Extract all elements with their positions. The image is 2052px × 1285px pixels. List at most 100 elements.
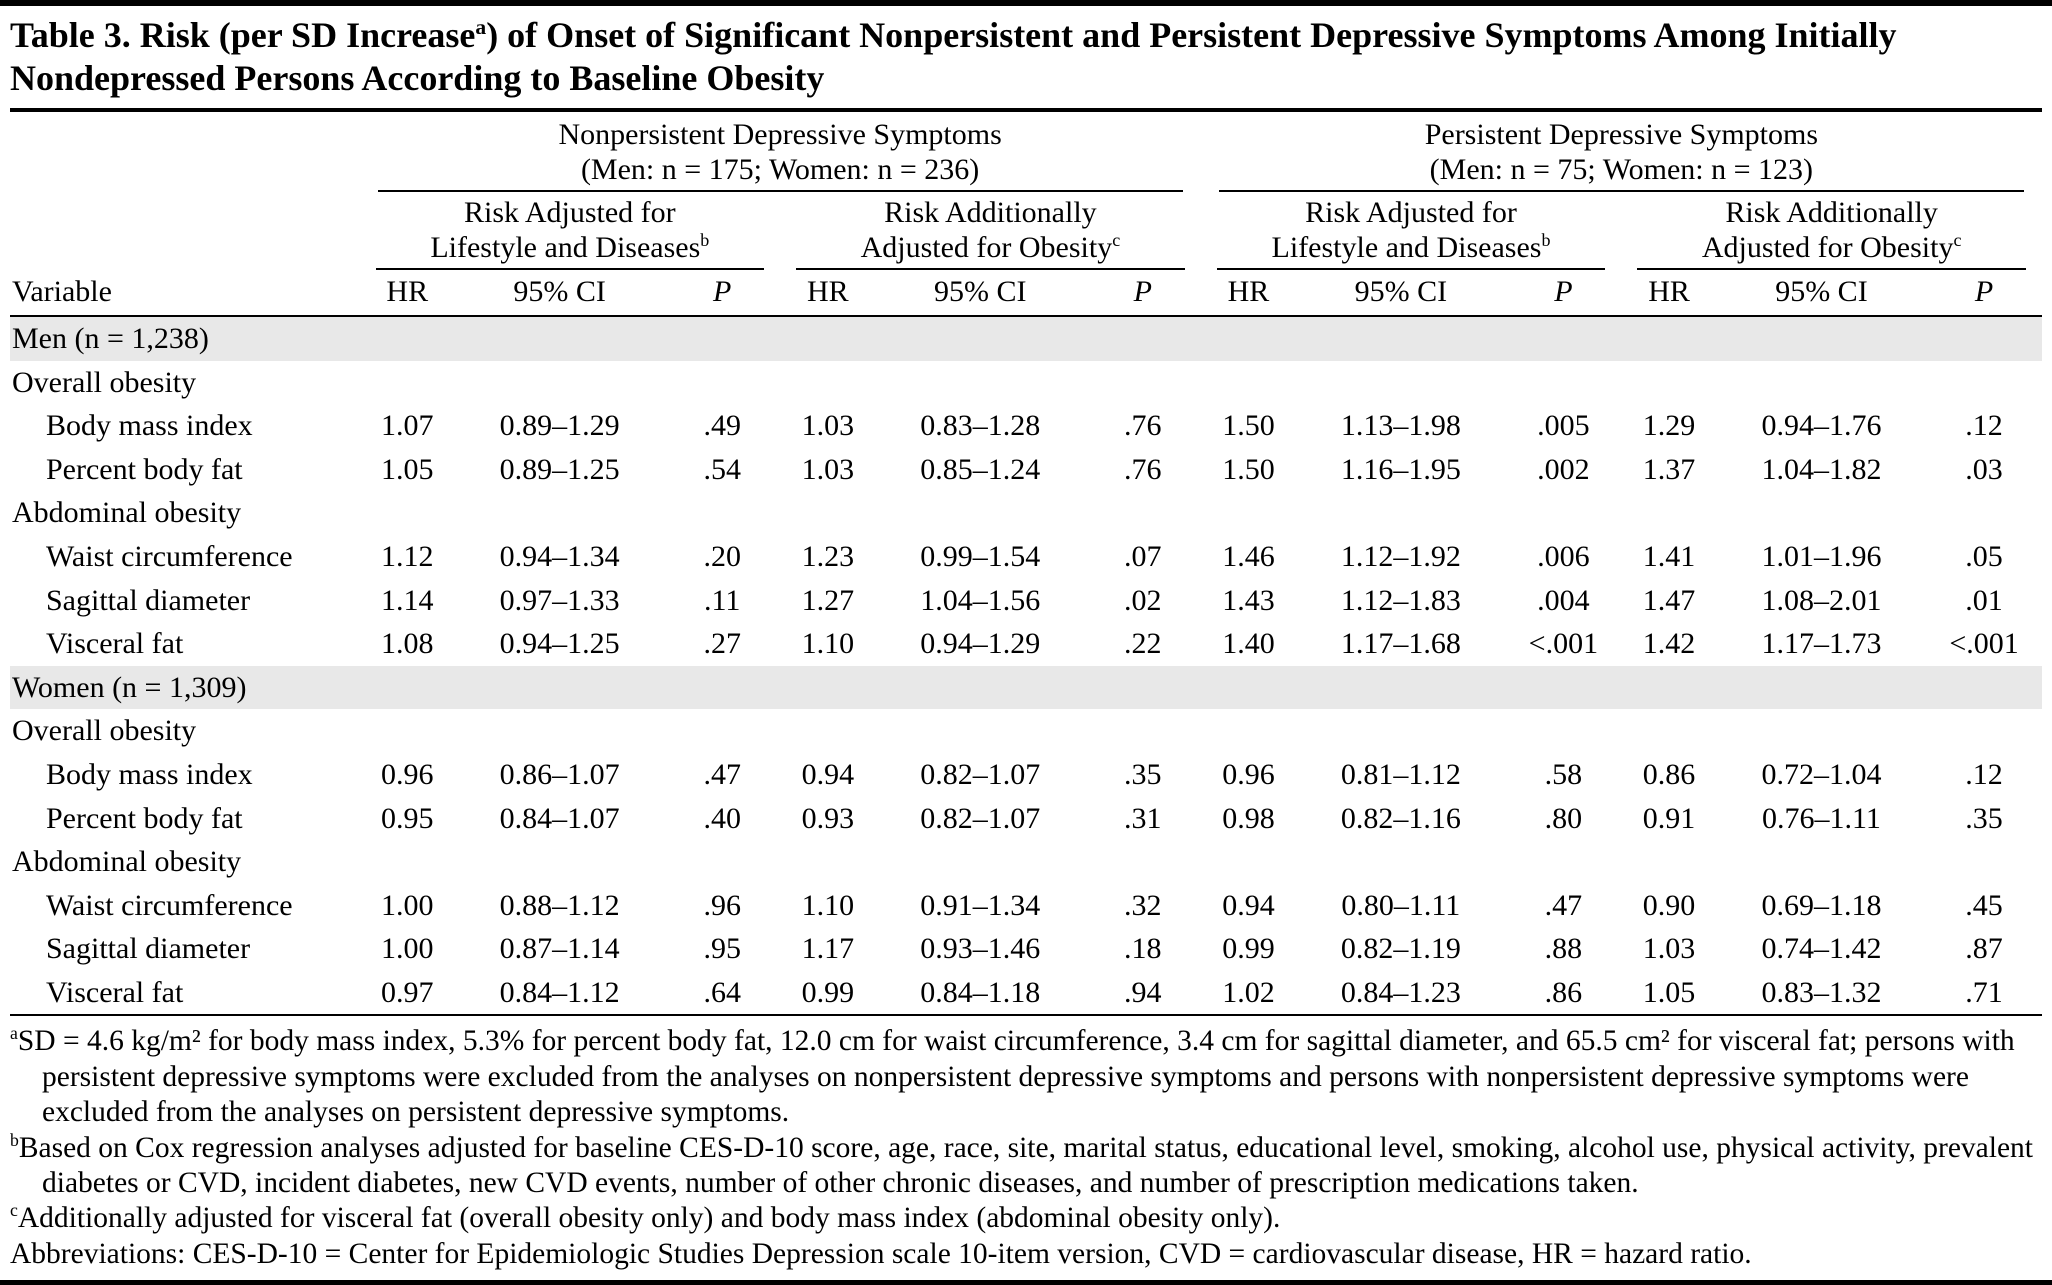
value-cell: .35 [1965, 801, 2003, 835]
value-cell: 0.81–1.12 [1340, 757, 1461, 791]
value-cell: 1.10 [801, 888, 855, 922]
value-cell: 0.76–1.11 [1761, 801, 1881, 835]
value-cell: 1.07 [381, 409, 434, 443]
row-label: Body mass index [46, 757, 253, 791]
row-label: Waist circumference [46, 888, 293, 922]
value-cell: .95 [703, 932, 741, 966]
value-cell: .88 [1544, 932, 1583, 966]
subgroup-line1: Risk Adjusted for [463, 196, 676, 230]
column-header-row: Variable HR 95% CI P HR 95% CI P HR 95% … [10, 272, 2042, 317]
variable-header: Variable [10, 272, 360, 317]
value-cell: 0.95 [381, 801, 434, 835]
value-cell: <.001 [1528, 627, 1599, 661]
value-cell: 1.10 [801, 627, 855, 661]
value-cell: 0.97 [381, 975, 434, 1009]
value-cell: .12 [1965, 757, 2003, 791]
section-label: Women (n = 1,309) [10, 665, 2042, 710]
value-cell: .96 [703, 888, 741, 922]
group-title: Nonpersistent Depressive Symptoms [558, 118, 1002, 152]
data-row: Waist circumference 1.12 0.94–1.34 .20 1.23 0… [10, 535, 2042, 579]
value-cell: 0.88–1.12 [499, 888, 620, 922]
group-header-row: Nonpersistent Depressive Symptoms (Men: … [10, 114, 2042, 194]
value-cell: 0.94 [801, 757, 855, 791]
value-cell: 0.72–1.04 [1761, 757, 1882, 791]
value-cell: 0.94–1.76 [1761, 409, 1882, 443]
value-cell: .49 [703, 409, 741, 443]
value-cell: 0.83–1.28 [920, 409, 1041, 443]
value-cell: .54 [703, 452, 741, 486]
footnote-marker: b [10, 1129, 19, 1150]
value-cell: 1.00 [381, 888, 434, 922]
section-row: Men (n = 1,238) [10, 315, 2042, 361]
value-cell: 0.85–1.24 [920, 452, 1041, 486]
footnote-a: aSD = 4.6 kg/m² for body mass index, 5.3… [10, 1024, 2042, 1130]
p-header: P [1505, 272, 1622, 317]
data-row: Body mass index 1.07 0.89–1.29 .49 1.03 0.83–… [10, 404, 2042, 448]
value-cell: .20 [703, 539, 741, 573]
value-cell: 0.82–1.07 [920, 801, 1041, 835]
value-cell: .11 [704, 583, 741, 617]
data-row: Sagittal diameter 1.00 0.87–1.14 .95 1.17 0.9… [10, 927, 2042, 971]
row-label: Waist circumference [46, 539, 293, 573]
value-cell: 1.42 [1642, 627, 1696, 661]
footnote-marker: a [10, 1023, 18, 1044]
value-cell: 0.94–1.34 [499, 539, 620, 573]
subgroup-line1: Risk Additionally [884, 196, 1097, 230]
value-cell: 0.96 [381, 757, 434, 791]
value-cell: 0.90 [1642, 888, 1696, 922]
value-cell: 1.05 [1642, 975, 1696, 1009]
section-row: Women (n = 1,309) [10, 665, 2042, 710]
value-cell: 0.87–1.14 [499, 932, 620, 966]
value-cell: 1.03 [801, 452, 855, 486]
value-cell: .76 [1124, 409, 1162, 443]
hr-header: HR [359, 272, 456, 317]
subgroup-line1: Risk Adjusted for [1305, 196, 1517, 230]
value-cell: 0.84–1.23 [1340, 975, 1461, 1009]
subgroup-additionally-adjusted-2: Risk Additionally Adjusted for Obesityc [1621, 194, 2042, 272]
value-cell: 1.08–2.01 [1761, 583, 1882, 617]
value-cell: .03 [1965, 452, 2003, 486]
variable-column-spacer [10, 194, 360, 272]
value-cell: 1.27 [801, 583, 855, 617]
footnote-text: Based on Cox regression analyses adjuste… [18, 1131, 2033, 1200]
value-cell: 0.82–1.07 [920, 757, 1041, 791]
value-cell: 1.00 [381, 932, 434, 966]
group-header-persistent: Persistent Depressive Symptoms (Men: n =… [1201, 114, 2042, 194]
value-cell: 1.03 [1642, 932, 1696, 966]
subgroup-line2: Lifestyle and Diseasesb [1271, 229, 1551, 264]
value-cell: 0.86–1.07 [499, 757, 620, 791]
value-cell: .32 [1124, 888, 1162, 922]
subgroup-line2: Adjusted for Obesityc [860, 229, 1121, 264]
value-cell: 0.86 [1642, 757, 1696, 791]
value-cell: 0.84–1.07 [499, 801, 620, 835]
subheader-label: Abdominal obesity [12, 845, 242, 879]
group-header-nonpersistent: Nonpersistent Depressive Symptoms (Men: … [360, 114, 1201, 194]
value-cell: 0.84–1.12 [499, 975, 620, 1009]
value-cell: .47 [703, 757, 741, 791]
ci-header: 95% CI [1296, 272, 1506, 317]
value-cell: .002 [1537, 452, 1590, 486]
subheader-row: Overall obesity [10, 709, 2042, 753]
row-label: Sagittal diameter [46, 583, 251, 617]
value-cell: 1.01–1.96 [1761, 539, 1882, 573]
value-cell: .86 [1544, 975, 1583, 1009]
value-cell: 1.05 [381, 452, 434, 486]
value-cell: 0.89–1.29 [499, 409, 620, 443]
value-cell: .64 [703, 975, 741, 1009]
value-cell: 1.47 [1642, 583, 1696, 617]
value-cell: 0.91 [1642, 801, 1696, 835]
value-cell: .05 [1965, 539, 2003, 573]
value-cell: 1.02 [1222, 975, 1275, 1009]
p-header: P [1926, 272, 2042, 317]
value-cell: 0.98 [1222, 801, 1275, 835]
value-cell: 0.82–1.16 [1340, 801, 1461, 835]
risk-table: Nonpersistent Depressive Symptoms (Men: … [10, 114, 2042, 1017]
value-cell: .07 [1124, 539, 1162, 573]
table-body: Men (n = 1,238) Overall obesity Body mass … [10, 315, 2042, 1016]
value-cell: 1.08 [381, 627, 434, 661]
subheader-label: Abdominal obesity [12, 496, 242, 530]
value-cell: 1.50 [1222, 409, 1275, 443]
row-label: Percent body fat [46, 801, 243, 835]
subheader-label: Overall obesity [12, 365, 197, 399]
data-row: Waist circumference 1.00 0.88–1.12 .96 1.10 0… [10, 884, 2042, 928]
